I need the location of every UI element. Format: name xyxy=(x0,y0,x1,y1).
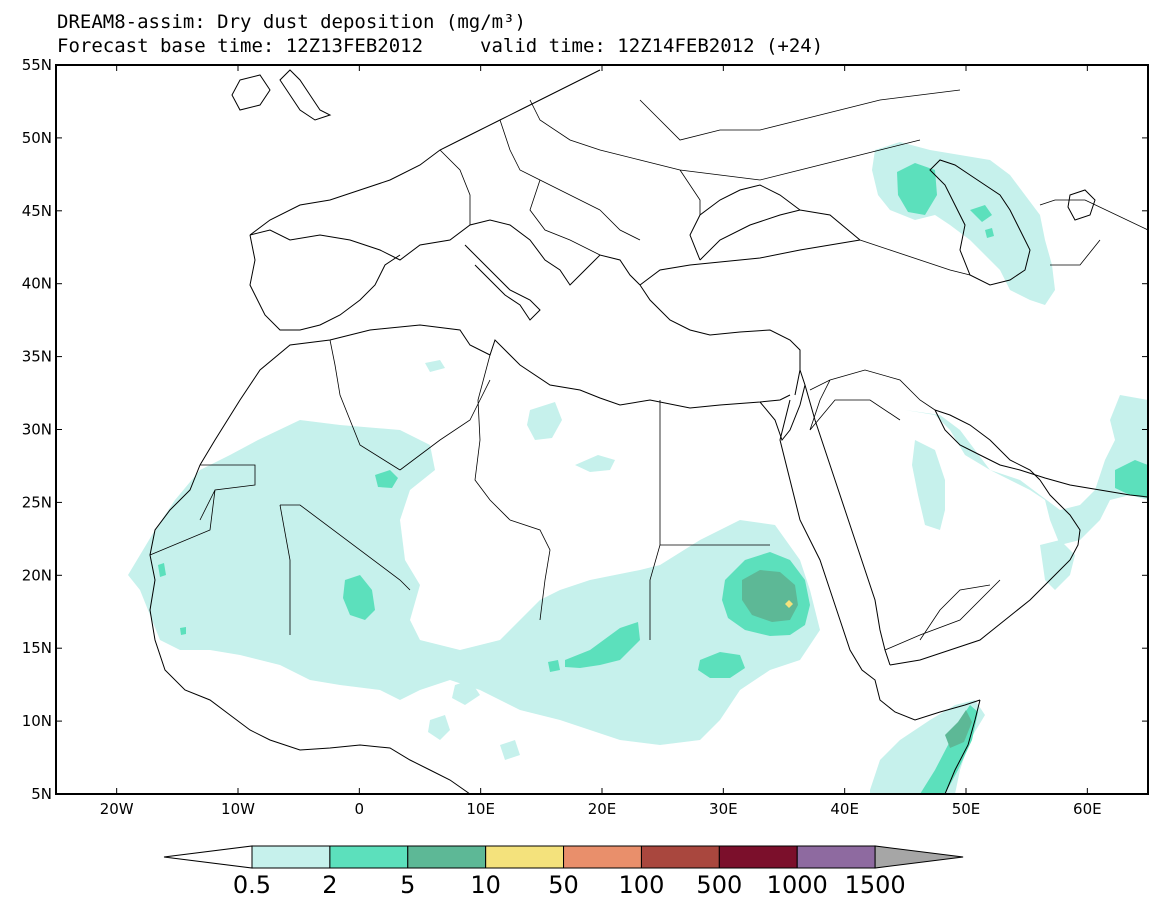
persian-gulf xyxy=(934,409,1041,481)
arabia-south-coast xyxy=(889,479,1081,666)
lat-tick-label: 40N xyxy=(22,275,52,293)
iran-coast xyxy=(934,409,1148,498)
colorbar-segment xyxy=(563,845,642,869)
lon-tick-label: 10W xyxy=(221,800,255,818)
anatolia-north xyxy=(639,239,861,286)
africa-north-coast xyxy=(199,324,791,466)
colorbar-segment xyxy=(640,845,720,869)
lat-tick-label: 50N xyxy=(22,129,52,147)
europe-atlantic xyxy=(249,69,601,236)
colorbar-label: 1000 xyxy=(767,871,828,899)
lon-tick-label: 60E xyxy=(1073,800,1102,818)
lon-tick-label: 50E xyxy=(952,800,981,818)
map-title: DREAM8-assim: Dry dust deposition (mg/m³… xyxy=(57,11,526,33)
coastlines-borders xyxy=(149,69,1148,794)
caspian-region xyxy=(872,142,1055,305)
colorbar-label: 0.5 xyxy=(233,871,271,899)
colorbar-segment xyxy=(407,845,487,869)
level-3-areas xyxy=(742,570,972,748)
algeria-small-patch xyxy=(425,360,445,372)
deposition-shading xyxy=(128,142,1148,794)
lat-tick-label: 10N xyxy=(22,712,52,730)
algeria-spot xyxy=(375,470,398,488)
colorbar-label: 2 xyxy=(322,871,337,899)
arabia-region xyxy=(905,395,1148,545)
lon-tick-label: 30E xyxy=(709,800,738,818)
valid-time: valid time: 12Z14FEB2012 (+24) xyxy=(480,35,824,57)
chad-spot xyxy=(548,660,560,672)
colorbar: 0.5 2 5 10 50 100 500 1000 1500 xyxy=(163,845,964,899)
colorbar-label: 50 xyxy=(548,871,579,899)
colorbar-label: 10 xyxy=(470,871,501,899)
italy xyxy=(464,244,541,321)
level-4-areas xyxy=(785,600,793,608)
colorbar-segment xyxy=(796,845,876,869)
kazakhstan-spot xyxy=(897,163,937,215)
colorbar-segment xyxy=(251,845,331,869)
black-sea xyxy=(689,184,861,261)
colorbar-segment xyxy=(485,845,565,869)
arabia-red-sea-coast xyxy=(804,384,891,666)
europe-borders xyxy=(439,89,971,276)
lat-tick-label: 20N xyxy=(22,566,52,584)
caspian-sea xyxy=(929,159,1031,286)
lon-tick-label: 40E xyxy=(830,800,859,818)
colorbar-label: 100 xyxy=(619,871,665,899)
colorbar-over-triangle xyxy=(874,845,964,869)
sudan-inner-core xyxy=(742,570,798,622)
colorbar-under-triangle xyxy=(163,845,253,869)
colorbar-segment xyxy=(718,845,798,869)
lat-tick-label: 30N xyxy=(22,421,52,439)
red-sea-west-coast xyxy=(779,399,981,721)
level-2-areas xyxy=(158,163,1148,794)
lon-tick-label: 10E xyxy=(466,800,495,818)
lat-tick-label: 55N xyxy=(22,56,52,74)
uk xyxy=(279,69,332,121)
egypt-patch xyxy=(575,455,615,472)
lat-tick-label: 45N xyxy=(22,202,52,220)
colorbar-label: 500 xyxy=(696,871,742,899)
chad-sudan-patch xyxy=(428,680,520,760)
sahara-west-region xyxy=(128,420,820,745)
africa-west-coast xyxy=(149,464,471,794)
lon-tick-label: 20W xyxy=(100,800,134,818)
level-1-areas xyxy=(128,142,1148,794)
lat-tick-label: 5N xyxy=(31,785,52,803)
oman-coast-patch xyxy=(1040,540,1075,590)
lat-tick-label: 15N xyxy=(22,639,52,657)
colorbar-label: 5 xyxy=(400,871,415,899)
libya-patch xyxy=(527,402,562,440)
chad-band xyxy=(565,622,640,668)
mali-core xyxy=(343,575,375,620)
iran-coast-spot xyxy=(1115,460,1148,498)
sinai xyxy=(759,368,806,442)
forecast-base-time: Forecast base time: 12Z13FEB2012 xyxy=(57,35,424,57)
levant-anatolia-coast xyxy=(639,284,801,370)
senegal-spot xyxy=(158,563,186,635)
colorbar-label: 1500 xyxy=(845,871,906,899)
latitude-axis: 55N 50N 45N 40N 35N 30N 25N 20N 15N 10N 5N xyxy=(22,56,1148,803)
sudan-peak xyxy=(785,600,793,608)
lat-tick-label: 25N xyxy=(22,493,52,511)
ireland xyxy=(231,74,271,111)
lon-tick-label: 0 xyxy=(355,800,365,818)
horn-east-coast xyxy=(944,699,981,794)
sudan-west-spot xyxy=(698,652,745,678)
lat-tick-label: 35N xyxy=(22,348,52,366)
iberia xyxy=(249,234,401,331)
longitude-axis: 20W 10W 0 10E 20E 30E 40E 50E 60E xyxy=(100,65,1102,818)
national-borders xyxy=(149,199,1148,651)
europe-south-coast xyxy=(249,219,641,286)
somalia-inner-core xyxy=(945,710,972,748)
aral-sea xyxy=(1067,189,1096,221)
colorbar-segment xyxy=(329,845,409,869)
caspian-spot xyxy=(970,205,994,238)
lon-tick-label: 20E xyxy=(588,800,617,818)
